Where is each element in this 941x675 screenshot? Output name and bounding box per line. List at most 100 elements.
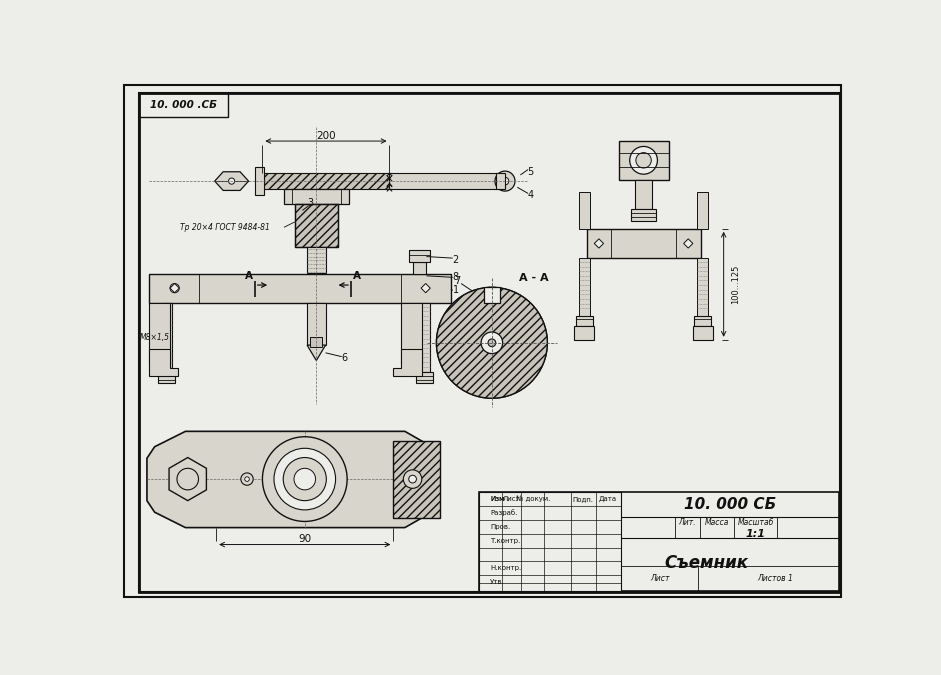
Bar <box>694 316 711 326</box>
Polygon shape <box>150 349 178 376</box>
Text: Листов 1: Листов 1 <box>758 574 793 583</box>
Text: Т.контр.: Т.контр. <box>490 538 520 543</box>
Bar <box>579 258 590 316</box>
Polygon shape <box>683 239 693 248</box>
Text: M8×1,5: M8×1,5 <box>140 333 170 342</box>
Text: Утв.: Утв. <box>490 579 505 585</box>
Polygon shape <box>147 431 439 528</box>
Circle shape <box>263 437 347 522</box>
Text: 200: 200 <box>316 131 335 140</box>
Bar <box>412 262 426 273</box>
Bar <box>409 250 429 262</box>
Bar <box>586 229 700 258</box>
Text: 10. 000 СБ: 10. 000 СБ <box>684 497 776 512</box>
Circle shape <box>437 288 548 398</box>
Text: Изм: Изм <box>490 496 504 502</box>
Text: Дата: Дата <box>599 496 617 502</box>
Bar <box>697 192 709 229</box>
Bar <box>307 246 326 273</box>
Bar <box>574 326 595 340</box>
Text: Разраб.: Разраб. <box>490 510 518 516</box>
Bar <box>307 303 326 345</box>
Bar <box>163 303 171 372</box>
Bar <box>635 180 652 209</box>
Text: 7: 7 <box>455 276 460 286</box>
Text: 1: 1 <box>453 286 459 296</box>
Bar <box>255 167 264 195</box>
Bar <box>479 492 621 591</box>
Circle shape <box>294 468 315 490</box>
Text: № докум.: № докум. <box>516 496 550 502</box>
Bar <box>693 326 713 340</box>
Bar <box>576 316 593 326</box>
Bar <box>150 273 451 303</box>
Bar <box>284 189 349 205</box>
Text: 8: 8 <box>453 272 459 282</box>
Bar <box>139 92 228 117</box>
Circle shape <box>630 146 658 174</box>
Text: 2: 2 <box>453 254 459 265</box>
Bar <box>417 372 434 383</box>
Text: 3: 3 <box>307 198 313 208</box>
Bar <box>263 173 390 189</box>
Circle shape <box>408 475 417 483</box>
Polygon shape <box>307 345 326 360</box>
Text: Подп.: Подп. <box>572 496 593 502</box>
Text: Масса: Масса <box>705 518 729 527</box>
Text: Изм: Изм <box>490 496 504 502</box>
Polygon shape <box>421 284 430 293</box>
Bar <box>496 173 505 189</box>
Text: Масштаб: Масштаб <box>738 518 774 527</box>
Circle shape <box>495 171 515 191</box>
Bar <box>158 372 175 383</box>
Text: A - A: A - A <box>519 273 549 283</box>
Text: Лист: Лист <box>502 496 520 502</box>
Text: Лит.: Лит. <box>678 518 696 527</box>
Polygon shape <box>215 171 248 190</box>
Circle shape <box>488 339 496 347</box>
Text: 4: 4 <box>527 190 534 200</box>
Circle shape <box>229 178 234 184</box>
Polygon shape <box>169 458 206 501</box>
Bar <box>579 192 590 229</box>
Text: 10. 000 .СБ: 10. 000 .СБ <box>150 100 216 110</box>
Polygon shape <box>170 284 180 293</box>
Circle shape <box>437 288 548 398</box>
Polygon shape <box>485 288 500 303</box>
Text: Н.контр.: Н.контр. <box>490 566 521 572</box>
Text: Лист: Лист <box>650 574 669 583</box>
Text: 6: 6 <box>342 353 348 363</box>
Bar <box>421 303 429 372</box>
Circle shape <box>502 178 509 185</box>
Text: A: A <box>353 271 361 281</box>
Bar <box>631 209 656 221</box>
Circle shape <box>274 448 336 510</box>
Bar <box>393 441 439 518</box>
Bar <box>295 205 338 246</box>
Bar <box>295 205 338 246</box>
Circle shape <box>170 284 180 293</box>
Circle shape <box>177 468 199 490</box>
Bar <box>311 338 323 347</box>
Bar <box>401 303 422 364</box>
Circle shape <box>245 477 249 481</box>
Text: 1:1: 1:1 <box>745 529 765 539</box>
Circle shape <box>481 332 502 354</box>
Text: 90: 90 <box>298 534 311 544</box>
Bar <box>697 258 709 316</box>
Text: Съемник: Съемник <box>664 554 748 572</box>
Circle shape <box>283 458 327 501</box>
Bar <box>150 303 170 364</box>
Text: A: A <box>245 271 252 281</box>
Bar <box>619 141 669 180</box>
Circle shape <box>636 153 651 168</box>
Polygon shape <box>595 239 603 248</box>
Polygon shape <box>393 349 422 376</box>
Text: Тр 20×4 ГОСТ 9484-81: Тр 20×4 ГОСТ 9484-81 <box>181 223 270 232</box>
Circle shape <box>241 473 253 485</box>
Text: 5: 5 <box>527 167 534 177</box>
Bar <box>390 173 509 189</box>
Bar <box>479 492 839 591</box>
Circle shape <box>404 470 422 488</box>
Text: 100...125: 100...125 <box>731 265 741 304</box>
